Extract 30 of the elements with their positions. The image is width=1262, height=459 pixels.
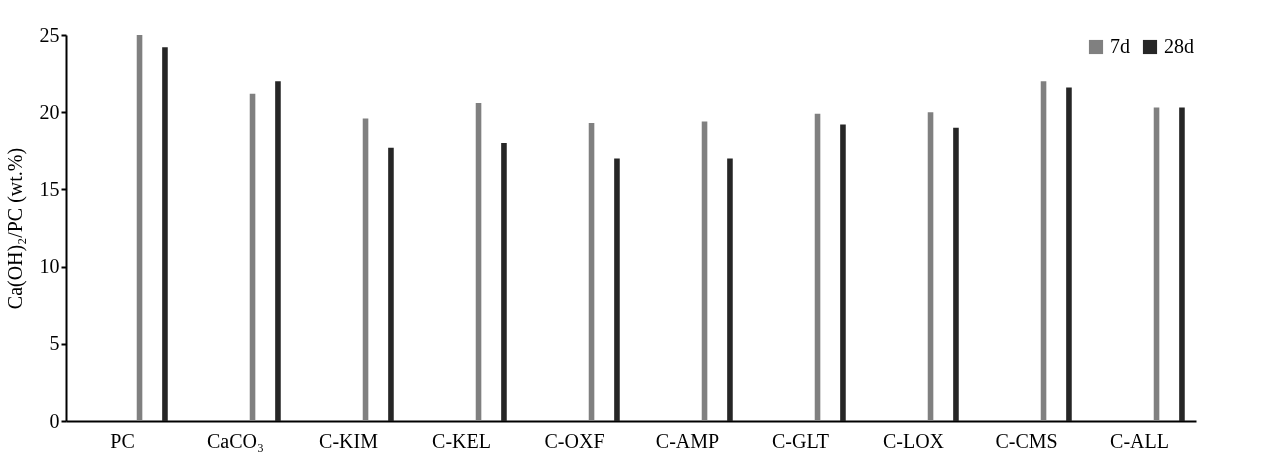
legend-label: 7d xyxy=(1110,35,1130,57)
x-tick-label: C-KEL xyxy=(432,429,491,452)
bar xyxy=(953,127,959,421)
legend-label: 28d xyxy=(1164,35,1194,57)
y-tick-label: 0 xyxy=(49,409,60,432)
x-tick-label: C-CMS xyxy=(995,429,1058,452)
x-tick-label: C-OXF xyxy=(544,429,605,452)
bar xyxy=(162,47,168,421)
x-tick-label: C-GLT xyxy=(771,429,830,452)
bar xyxy=(1066,87,1072,421)
y-tick-label: 20 xyxy=(39,100,60,123)
bar xyxy=(840,124,846,421)
bar xyxy=(1179,107,1185,421)
bar xyxy=(501,143,507,421)
bar xyxy=(388,147,394,421)
x-tick-label: C-LOX xyxy=(882,429,945,452)
bar xyxy=(614,158,620,421)
x-tick-label: C-KIM xyxy=(319,429,379,452)
y-tick-label: 5 xyxy=(49,332,60,355)
bar xyxy=(701,121,708,421)
y-axis-title: Ca(OH)₂/PC (wt.%) xyxy=(3,147,27,310)
y-tick-label: 15 xyxy=(39,177,60,200)
x-tick-label: CaCO₃ xyxy=(207,429,264,452)
x-tick-label: PC xyxy=(110,429,135,452)
bar xyxy=(275,81,281,421)
y-tick-label: 25 xyxy=(39,23,60,46)
bar xyxy=(727,158,733,421)
x-tick-label: C-AMP xyxy=(655,429,720,452)
x-tick-label: C-ALL xyxy=(1110,429,1169,452)
y-tick-label: 10 xyxy=(39,255,60,278)
